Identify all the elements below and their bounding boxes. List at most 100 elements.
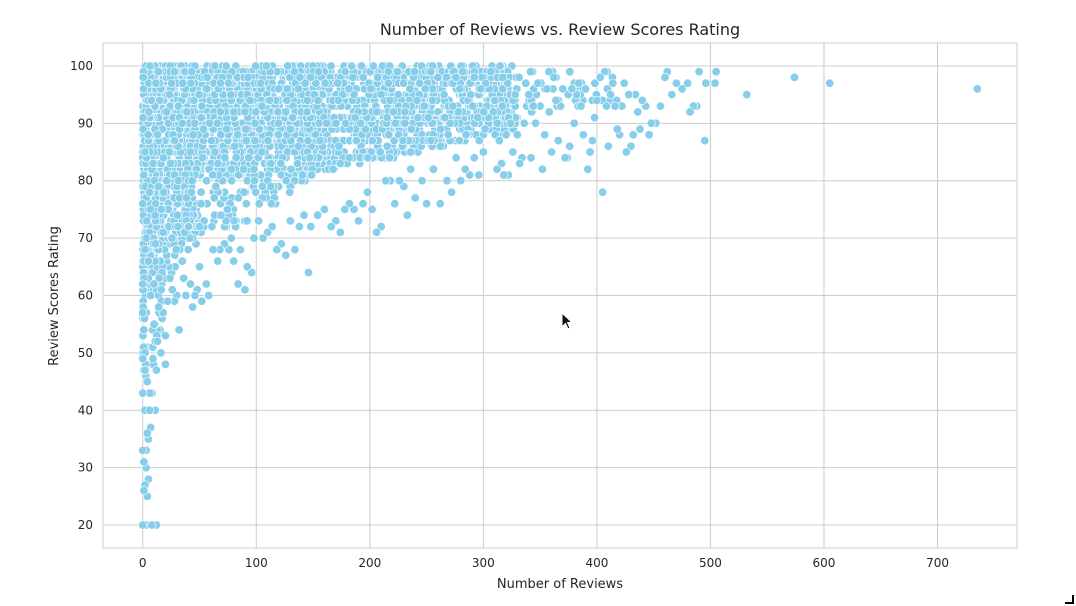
data-point: [167, 285, 177, 295]
data-point: [139, 486, 149, 496]
data-point: [542, 84, 552, 94]
data-point: [140, 365, 150, 375]
data-point: [560, 153, 570, 163]
data-point: [245, 95, 255, 105]
data-point: [154, 302, 164, 312]
data-point: [138, 445, 148, 455]
data-point: [637, 95, 647, 105]
data-point: [567, 84, 577, 94]
data-point: [486, 67, 496, 77]
data-point: [443, 130, 453, 140]
x-tick-label: 300: [472, 556, 495, 570]
data-point: [138, 388, 148, 398]
data-point: [182, 107, 192, 117]
data-point: [173, 101, 183, 111]
data-point: [151, 239, 161, 249]
data-point: [393, 90, 403, 100]
data-point: [420, 84, 430, 94]
data-point: [375, 147, 385, 157]
data-point: [158, 227, 168, 237]
data-point: [289, 67, 299, 77]
resize-corner-icon: [1065, 595, 1074, 604]
data-point: [207, 222, 217, 232]
data-point: [382, 141, 392, 151]
data-point: [492, 164, 502, 174]
data-point: [210, 61, 220, 71]
data-point: [478, 147, 488, 157]
data-point: [313, 67, 323, 77]
data-point: [196, 187, 206, 197]
data-point: [285, 124, 295, 134]
data-point: [667, 90, 677, 100]
data-point: [185, 279, 195, 289]
data-point: [326, 222, 336, 232]
plot-frame: [102, 42, 1018, 549]
data-point: [179, 273, 189, 283]
data-point: [240, 285, 250, 295]
data-point: [233, 130, 243, 140]
data-point: [165, 273, 175, 283]
data-point: [549, 72, 559, 82]
data-point: [156, 348, 166, 358]
data-point: [187, 176, 197, 186]
y-tick-label: 100: [70, 59, 93, 73]
data-point: [423, 113, 433, 123]
data-point: [216, 210, 226, 220]
data-point: [282, 84, 292, 94]
grid-layer: [103, 43, 1017, 548]
data-point: [498, 84, 508, 94]
data-point: [499, 170, 509, 180]
data-point: [451, 153, 461, 163]
data-point: [512, 130, 522, 140]
data-point: [202, 72, 212, 82]
data-point: [441, 72, 451, 82]
data-point: [196, 113, 206, 123]
data-point: [242, 216, 252, 226]
data-point: [143, 130, 153, 140]
data-point: [303, 267, 313, 277]
data-point: [508, 147, 518, 157]
data-point: [469, 72, 479, 82]
data-point: [448, 101, 458, 111]
data-point: [184, 222, 194, 232]
data-point: [165, 90, 175, 100]
data-point: [197, 296, 207, 306]
data-point: [381, 176, 391, 186]
y-axis-label: Review Scores Rating: [47, 226, 62, 366]
data-point: [231, 153, 241, 163]
data-point: [276, 159, 286, 169]
data-point: [187, 67, 197, 77]
data-point: [166, 159, 176, 169]
data-point: [208, 170, 218, 180]
data-point: [394, 176, 404, 186]
data-point: [574, 78, 584, 88]
data-point: [241, 124, 251, 134]
data-point: [313, 95, 323, 105]
data-point: [610, 101, 620, 111]
data-point: [148, 159, 158, 169]
data-point: [201, 279, 211, 289]
data-point: [587, 136, 597, 146]
data-point: [531, 118, 541, 128]
y-tick-label: 40: [78, 403, 93, 417]
data-point: [302, 107, 312, 117]
data-point: [178, 78, 188, 88]
data-point: [619, 78, 629, 88]
data-point: [372, 107, 382, 117]
data-point: [314, 118, 324, 128]
data-point: [140, 245, 150, 255]
data-point: [524, 90, 534, 100]
data-point: [282, 95, 292, 105]
data-point: [406, 147, 416, 157]
data-point: [212, 118, 222, 128]
data-point: [167, 78, 177, 88]
data-point: [244, 153, 254, 163]
y-tick-label: 50: [78, 346, 93, 360]
data-point: [204, 290, 214, 300]
data-point: [608, 78, 618, 88]
data-point: [612, 124, 622, 134]
data-point: [177, 118, 187, 128]
data-point: [356, 118, 366, 128]
data-point: [281, 107, 291, 117]
data-point: [292, 159, 302, 169]
